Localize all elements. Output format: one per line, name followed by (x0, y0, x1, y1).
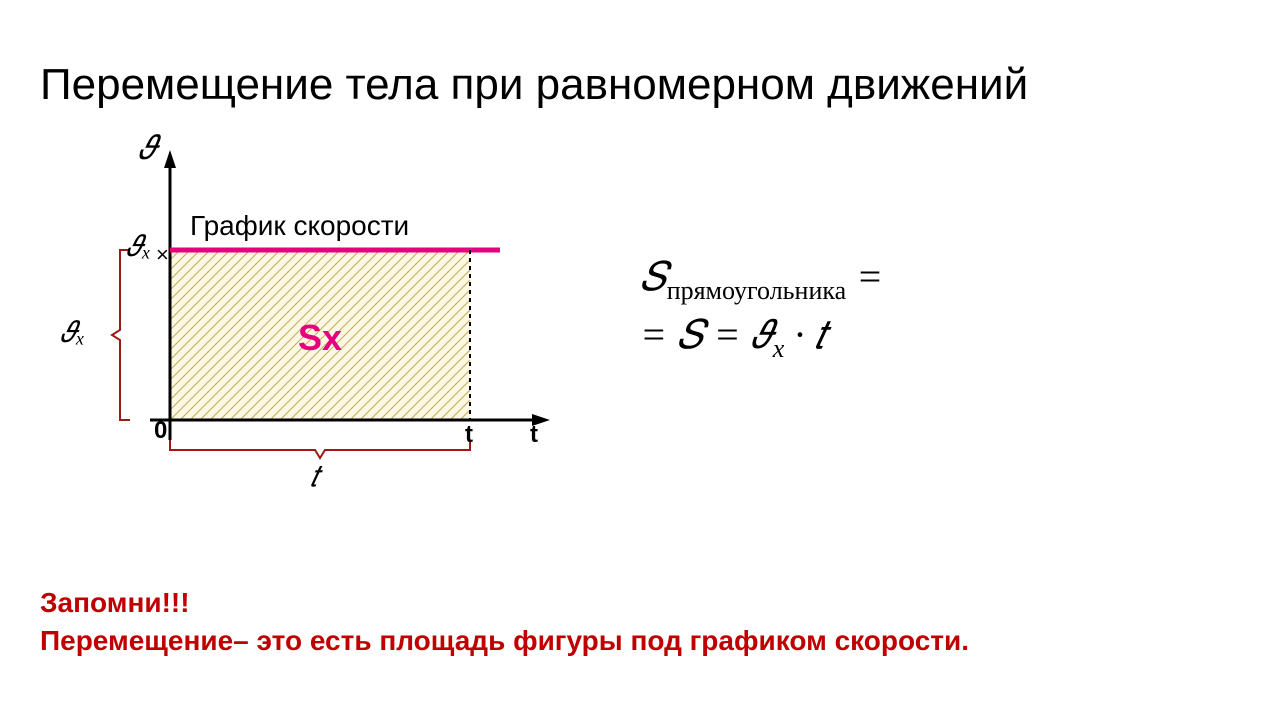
vx-brace (112, 250, 130, 420)
y-axis-label: 𝜗 (138, 130, 157, 168)
formula-line-1: 𝑆прямоугольника = (640, 250, 883, 308)
graph-svg: × Sx 0 t t (70, 140, 570, 500)
t-brace (170, 440, 470, 458)
x-tick-label: t (465, 421, 473, 448)
note-line-2: Перемещение– это есть площадь фигуры под… (40, 622, 969, 660)
origin-label: 0 (154, 417, 167, 444)
y-tick-cross-icon: × (156, 242, 169, 267)
formula-s1: 𝑆 (640, 254, 667, 299)
graph-overlay-label: График скорости (190, 210, 409, 242)
formula-sub1: прямоугольника (667, 276, 846, 305)
vx-brace-label: 𝜗ₓ (60, 316, 85, 350)
y-axis-arrow-icon (164, 150, 176, 168)
note-line-1: Запомни!!! (40, 584, 969, 622)
page: Перемещение тела при равномерном движени… (0, 0, 1280, 720)
x-axis-label: t (530, 421, 538, 448)
area-label: Sx (298, 317, 342, 358)
page-title: Перемещение тела при равномерном движени… (40, 60, 1028, 110)
formula-eq1: = (846, 254, 883, 299)
formula-mid2: · 𝑡 (784, 312, 826, 357)
note-block: Запомни!!! Перемещение– это есть площадь… (40, 584, 969, 660)
t-brace-label: 𝑡 (310, 460, 319, 494)
formula-block: 𝑆прямоугольника = = 𝑆 = 𝜗x · 𝑡 (640, 250, 883, 366)
velocity-graph: × Sx 0 t t 𝜗 𝜗ₓ График скорости 𝜗ₓ 𝑡 (70, 140, 570, 500)
y-tick-label: 𝜗ₓ (126, 230, 151, 264)
formula-line-2: = 𝑆 = 𝜗x · 𝑡 (640, 308, 883, 366)
formula-pre2: = 𝑆 = 𝜗 (640, 312, 773, 357)
formula-sub2: x (773, 334, 785, 363)
